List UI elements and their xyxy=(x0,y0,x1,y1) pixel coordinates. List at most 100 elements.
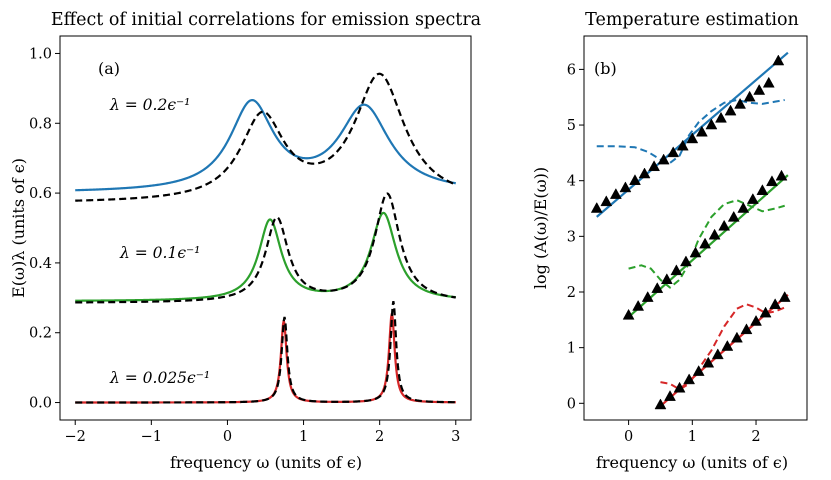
panel-b-marker-0 xyxy=(715,111,727,123)
panel-a-ytick-label: 0.0 xyxy=(29,396,52,412)
panel-b-ylabel: log (A(ω)/E(ω)) xyxy=(531,167,550,289)
panel-b-marker-0 xyxy=(629,174,641,185)
panel-a-xtick-label: 3 xyxy=(451,429,460,445)
panel-b-y-ticks: 0 1 2 3 4 5 6 xyxy=(567,62,584,412)
panel-a-frame xyxy=(59,35,472,421)
panel-a-series-1 xyxy=(75,72,457,202)
panel-a-series-5 xyxy=(75,301,456,404)
panel-b-marker-0 xyxy=(609,188,622,199)
panel-a-ylabel: E(ω)λ (units of ϵ) xyxy=(9,158,28,298)
annotation-lambda-0-1: λ = 0.1ϵ⁻¹ xyxy=(119,244,200,262)
panel-b-marker-2 xyxy=(721,340,734,351)
panel-b-marker-2 xyxy=(692,365,705,376)
panel-a-xtick-label: 0 xyxy=(223,429,232,445)
panel-b-dashed-curve-0 xyxy=(596,99,785,164)
panel-b-marker-0 xyxy=(743,90,756,102)
panel-b-marker-0 xyxy=(734,97,747,109)
panel-b-marker-0 xyxy=(772,54,785,66)
panel-a-ytick-label: 0.8 xyxy=(29,116,52,132)
panel-b-xtick-label: 1 xyxy=(688,429,697,445)
panel-b-marker-2 xyxy=(750,314,762,326)
panel-b-marker-1 xyxy=(641,291,654,302)
panel-b-x-ticks: 0 1 2 xyxy=(624,420,761,445)
panel-a-xtick-label: −2 xyxy=(65,429,86,445)
panel-b-marker-0 xyxy=(705,118,718,130)
panel-a-ytick-label: 1.0 xyxy=(29,46,52,62)
panel-b-ytick-label: 4 xyxy=(567,174,576,190)
panel-a-series-0 xyxy=(75,99,456,192)
panel-b-marker-1 xyxy=(766,175,778,187)
panel-a-title: Effect of initial correlations for emiss… xyxy=(51,10,481,30)
panel-a-ytick-label: 0.2 xyxy=(29,326,52,342)
panel-b-marker-2 xyxy=(664,390,676,401)
panel-b-marker-0 xyxy=(695,125,708,137)
panel-a-series-4 xyxy=(75,313,456,404)
panel-a-y-ticks: 0.0 0.2 0.4 0.6 0.8 1.0 xyxy=(29,46,60,412)
panel-b-marker-2 xyxy=(769,298,782,310)
panel-a-xtick-label: 1 xyxy=(299,429,308,445)
panel-b-marker-1 xyxy=(632,299,645,311)
panel-b-xtick-label: 0 xyxy=(624,429,633,445)
panel-a-xtick-label: 2 xyxy=(375,429,384,445)
panel-b-marker-1 xyxy=(699,237,711,249)
panel-b-ytick-label: 6 xyxy=(567,62,576,78)
panel-a: Effect of initial correlations for emiss… xyxy=(9,10,481,472)
panel-b-marker-1 xyxy=(756,184,769,195)
panel-b: Temperature estimation 0 1 2 0 1 2 3 4 5 6 (b) f… xyxy=(531,10,808,472)
panel-b-markers xyxy=(590,54,791,410)
panel-b-marker-1 xyxy=(689,246,702,258)
panel-b-marker-2 xyxy=(673,381,686,393)
panel-b-marker-0 xyxy=(648,160,661,172)
panel-b-marker-1 xyxy=(680,255,692,267)
annotation-lambda-0-025: λ = 0.025ϵ⁻¹ xyxy=(109,369,210,387)
panel-b-marker-0 xyxy=(686,132,699,144)
panel-b-xlabel: frequency ω (units of ϵ) xyxy=(596,453,788,472)
panel-b-marker-0 xyxy=(619,181,632,193)
panel-b-ytick-label: 0 xyxy=(567,396,576,412)
panel-b-marker-1 xyxy=(660,273,673,285)
panel-a-xtick-label: −1 xyxy=(141,429,162,445)
panel-b-xtick-label: 2 xyxy=(751,429,760,445)
panel-b-marker-0 xyxy=(638,167,651,179)
panel-b-marker-0 xyxy=(762,76,775,88)
panel-b-marker-0 xyxy=(600,195,613,207)
panel-a-lines xyxy=(75,72,457,404)
panel-b-dashed-curve-1 xyxy=(628,199,785,289)
panel-a-x-ticks: −2 −1 0 1 2 3 xyxy=(65,420,460,445)
panel-b-marker-2 xyxy=(740,323,753,335)
panel-b-marker-0 xyxy=(657,153,670,165)
panel-b-marker-1 xyxy=(622,308,635,320)
panel-b-marker-0 xyxy=(590,202,603,213)
panel-b-marker-1 xyxy=(651,282,664,293)
panel-a-xlabel: frequency ω (units of ϵ) xyxy=(170,453,362,472)
panel-b-marker-1 xyxy=(727,210,740,222)
panel-a-series-3 xyxy=(75,192,456,304)
panel-b-ytick-label: 3 xyxy=(567,229,576,245)
panel-b-marker-0 xyxy=(724,104,737,116)
panel-b-title: Temperature estimation xyxy=(585,10,799,30)
panel-b-marker-2 xyxy=(711,348,724,360)
panel-b-marker-2 xyxy=(702,356,715,368)
panel-b-dashed-curve-2 xyxy=(660,303,786,391)
panel-b-marker-1 xyxy=(708,228,721,240)
panel-a-series-2 xyxy=(75,211,456,302)
panel-b-frame xyxy=(583,35,808,421)
panel-b-marker-1 xyxy=(670,264,683,276)
panel-b-marker-1 xyxy=(775,169,788,181)
panel-b-ytick-label: 5 xyxy=(567,118,576,134)
panel-b-marker-2 xyxy=(654,398,667,410)
panel-a-label: (a) xyxy=(98,59,120,78)
panel-b-marker-0 xyxy=(753,84,766,95)
panel-b-label: (b) xyxy=(594,59,617,78)
panel-b-marker-0 xyxy=(676,139,689,151)
panel-b-ytick-label: 2 xyxy=(567,285,576,301)
panel-b-marker-2 xyxy=(683,373,696,385)
panel-b-marker-2 xyxy=(730,331,743,343)
annotation-lambda-0-2: λ = 0.2ϵ⁻¹ xyxy=(109,96,190,114)
panel-b-marker-1 xyxy=(718,219,731,231)
panel-b-marker-2 xyxy=(778,291,791,302)
panel-b-marker-0 xyxy=(667,146,680,158)
panel-b-marker-1 xyxy=(737,202,750,213)
panel-a-ytick-label: 0.6 xyxy=(29,186,52,202)
